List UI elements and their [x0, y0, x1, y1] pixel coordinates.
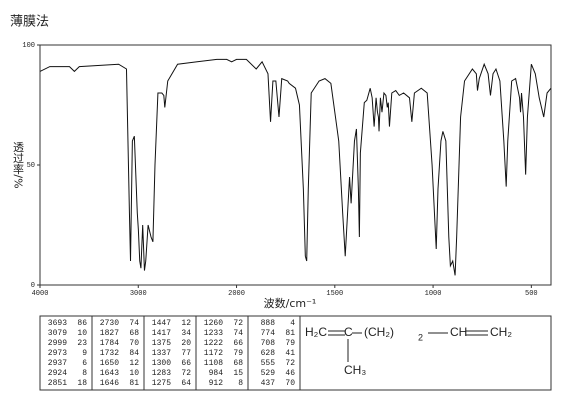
peak-wavenumber: 1827 [100, 329, 119, 338]
peak-transmittance: 4 [290, 319, 295, 328]
peak-wavenumber: 2937 [48, 359, 67, 368]
peak-wavenumber: 529 [261, 369, 276, 378]
structure-text: CH₃ [344, 363, 366, 377]
peak-transmittance: 79 [285, 339, 295, 348]
peak-transmittance: 74 [233, 329, 243, 338]
peak-wavenumber: 888 [261, 319, 276, 328]
table-dividers [91, 316, 301, 390]
peak-transmittance: 72 [233, 319, 243, 328]
chart-title: 薄膜法 [10, 15, 49, 30]
peak-transmittance: 68 [129, 329, 139, 338]
peak-transmittance: 70 [129, 339, 139, 348]
peak-transmittance: 72 [285, 359, 295, 368]
x-axis-label: 波数/cm⁻¹ [264, 297, 317, 310]
peak-wavenumber: 984 [209, 369, 224, 378]
peak-transmittance: 77 [181, 349, 191, 358]
peak-transmittance: 68 [233, 359, 243, 368]
peak-transmittance: 23 [77, 339, 87, 348]
peak-transmittance: 81 [129, 379, 139, 388]
peak-wavenumber: 774 [261, 329, 276, 338]
peak-transmittance: 70 [285, 379, 295, 388]
peak-transmittance: 34 [181, 329, 191, 338]
peak-transmittance: 12 [129, 359, 139, 368]
peak-wavenumber: 2851 [48, 379, 67, 388]
peak-transmittance: 72 [181, 369, 191, 378]
spectrum-line [39, 58, 552, 276]
peak-transmittance: 6 [82, 359, 87, 368]
peak-wavenumber: 1447 [152, 319, 171, 328]
peak-transmittance: 46 [285, 369, 295, 378]
peak-wavenumber: 437 [261, 379, 276, 388]
x-tick-label: 1500 [326, 290, 343, 298]
y-tick-label: 50 [27, 162, 35, 170]
x-tick-label: 4000 [32, 290, 49, 298]
x-tick-label: 1000 [425, 290, 442, 298]
peak-transmittance: 8 [238, 379, 243, 388]
peak-wavenumber: 1732 [100, 349, 119, 358]
peak-wavenumber: 2730 [100, 319, 119, 328]
peak-wavenumber: 708 [261, 339, 276, 348]
x-tick-label: 3000 [130, 290, 147, 298]
peak-transmittance: 66 [233, 339, 243, 348]
peak-wavenumber: 912 [209, 379, 224, 388]
peak-wavenumber: 1283 [152, 369, 171, 378]
peak-wavenumber: 1784 [100, 339, 119, 348]
x-tick-label: 2000 [228, 290, 245, 298]
peak-transmittance: 10 [77, 329, 87, 338]
peak-wavenumber: 2973 [48, 349, 67, 358]
peak-wavenumber: 1643 [100, 369, 119, 378]
peak-transmittance: 18 [77, 379, 87, 388]
peak-wavenumber: 1260 [204, 319, 223, 328]
peak-transmittance: 84 [129, 349, 139, 358]
y-tick-label: 100 [22, 42, 35, 50]
plot-frame [39, 44, 552, 286]
y-axis-label: 透过率/% [12, 141, 25, 188]
peak-transmittance: 74 [129, 319, 139, 328]
peak-wavenumber: 1646 [100, 379, 119, 388]
peak-transmittance: 10 [129, 369, 139, 378]
peak-transmittance: 66 [181, 359, 191, 368]
peak-wavenumber: 1650 [100, 359, 119, 368]
peak-wavenumber: 1275 [152, 379, 171, 388]
peak-wavenumber: 1233 [204, 329, 223, 338]
peak-wavenumber: 628 [261, 349, 276, 358]
peak-wavenumber: 2999 [48, 339, 67, 348]
peak-transmittance: 8 [82, 369, 87, 378]
structure-text: C [344, 325, 353, 339]
peak-wavenumber: 1172 [204, 349, 223, 358]
peak-wavenumber: 1375 [152, 339, 171, 348]
y-tick-label: 0 [31, 282, 35, 290]
peak-wavenumber: 2924 [48, 369, 67, 378]
peak-transmittance: 81 [285, 329, 295, 338]
structure-text: H₂C [305, 325, 327, 339]
peak-transmittance: 86 [77, 319, 87, 328]
peak-wavenumber: 1337 [152, 349, 171, 358]
table-frame [39, 315, 552, 391]
structure-text: 2 [418, 332, 423, 342]
peak-wavenumber: 1222 [204, 339, 223, 348]
x-tick-label: 500 [525, 290, 538, 298]
peak-wavenumber: 1417 [152, 329, 171, 338]
peak-wavenumber: 3079 [48, 329, 67, 338]
structure-text: CH [450, 325, 467, 339]
structure-text: CH₂ [490, 325, 512, 339]
structure-text: (CH₂) [364, 325, 394, 339]
peak-transmittance: 41 [285, 349, 295, 358]
peak-transmittance: 64 [181, 379, 191, 388]
peak-transmittance: 12 [181, 319, 191, 328]
peak-wavenumber: 3693 [48, 319, 67, 328]
peak-wavenumber: 1108 [204, 359, 223, 368]
peak-transmittance: 79 [233, 349, 243, 358]
peak-transmittance: 15 [233, 369, 243, 378]
peak-wavenumber: 555 [261, 359, 276, 368]
peak-transmittance: 20 [181, 339, 191, 348]
peak-transmittance: 9 [82, 349, 87, 358]
structure-bonds [328, 330, 488, 362]
peak-wavenumber: 1300 [152, 359, 171, 368]
